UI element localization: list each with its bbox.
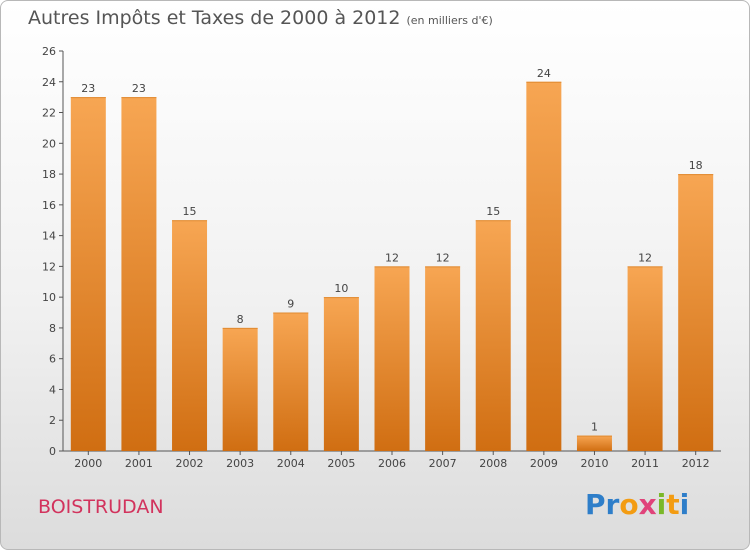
bar-value-label: 23 xyxy=(132,82,146,95)
proxiti-logo: Proxiti xyxy=(585,488,689,521)
x-tick-label: 2008 xyxy=(479,457,507,470)
x-tick-label: 2005 xyxy=(327,457,355,470)
chart-title-unit: (en milliers d'€) xyxy=(406,14,493,27)
bar xyxy=(475,220,511,451)
logo-letter: t xyxy=(666,488,680,521)
chart-title: Autres Impôts et Taxes de 2000 à 2012 (en… xyxy=(28,7,493,29)
y-tick-label: 8 xyxy=(49,322,56,335)
bar-value-label: 12 xyxy=(385,251,399,264)
bar xyxy=(222,327,258,451)
labels: 23 23 15 8 9 10 12 12 15 24 1 12 18 xyxy=(81,67,702,434)
y-tick-label: 2 xyxy=(49,414,56,427)
y-tick-label: 4 xyxy=(49,383,56,396)
place-name: BOISTRUDAN xyxy=(38,496,164,518)
x-tick-label: 2012 xyxy=(682,457,710,470)
x-tick-label: 2011 xyxy=(631,457,659,470)
bar xyxy=(627,266,663,451)
y-tick-label: 0 xyxy=(49,445,56,458)
bar-value-label: 9 xyxy=(287,298,294,311)
bar-value-label: 24 xyxy=(537,67,551,80)
logo-letter: x xyxy=(638,488,657,521)
bar-value-label: 23 xyxy=(81,82,95,95)
x-tick-label: 2001 xyxy=(125,457,153,470)
bar xyxy=(172,220,208,451)
y-tick-label: 22 xyxy=(42,107,56,120)
y-tick-label: 12 xyxy=(42,260,56,273)
bar xyxy=(70,97,106,452)
y-tick-label: 16 xyxy=(42,199,56,212)
logo-letter: i xyxy=(679,488,690,521)
bar-value-label: 15 xyxy=(486,205,500,218)
x-tick-label: 2009 xyxy=(530,457,558,470)
x-tick-label: 2010 xyxy=(580,457,608,470)
bar xyxy=(576,435,612,451)
bar-value-label: 18 xyxy=(689,159,703,172)
bar xyxy=(121,97,157,452)
bar xyxy=(678,174,714,452)
x-tick-label: 2006 xyxy=(378,457,406,470)
logo-letter: i xyxy=(656,488,667,521)
y-tick-label: 18 xyxy=(42,168,56,181)
y-tick-label: 10 xyxy=(42,291,56,304)
bars xyxy=(70,81,714,452)
y-tick-label: 24 xyxy=(42,76,56,89)
logo-letter: P xyxy=(585,488,606,521)
bar-value-label: 10 xyxy=(334,282,348,295)
bar-value-label: 1 xyxy=(591,421,598,434)
bar-value-label: 12 xyxy=(638,251,652,264)
bar-value-label: 12 xyxy=(436,251,450,264)
bar xyxy=(374,266,410,451)
bar xyxy=(323,297,359,451)
bar-value-label: 15 xyxy=(183,205,197,218)
x-tick-label: 2003 xyxy=(226,457,254,470)
x-tick-label: 2000 xyxy=(74,457,102,470)
bar xyxy=(273,312,309,451)
logo-letter: r xyxy=(605,488,620,521)
bar-value-label: 8 xyxy=(237,313,244,326)
y-tick-label: 14 xyxy=(42,230,56,243)
logo-letter: o xyxy=(619,488,639,521)
x-tick-label: 2007 xyxy=(429,457,457,470)
chart-title-text: Autres Impôts et Taxes de 2000 à 2012 xyxy=(28,7,401,29)
bar xyxy=(425,266,461,451)
y-tick-label: 26 xyxy=(42,45,56,58)
x-tick-label: 2002 xyxy=(176,457,204,470)
y-tick-label: 6 xyxy=(49,353,56,366)
y-tick-label: 20 xyxy=(42,137,56,150)
x-tick-label: 2004 xyxy=(277,457,305,470)
bar xyxy=(526,81,562,452)
